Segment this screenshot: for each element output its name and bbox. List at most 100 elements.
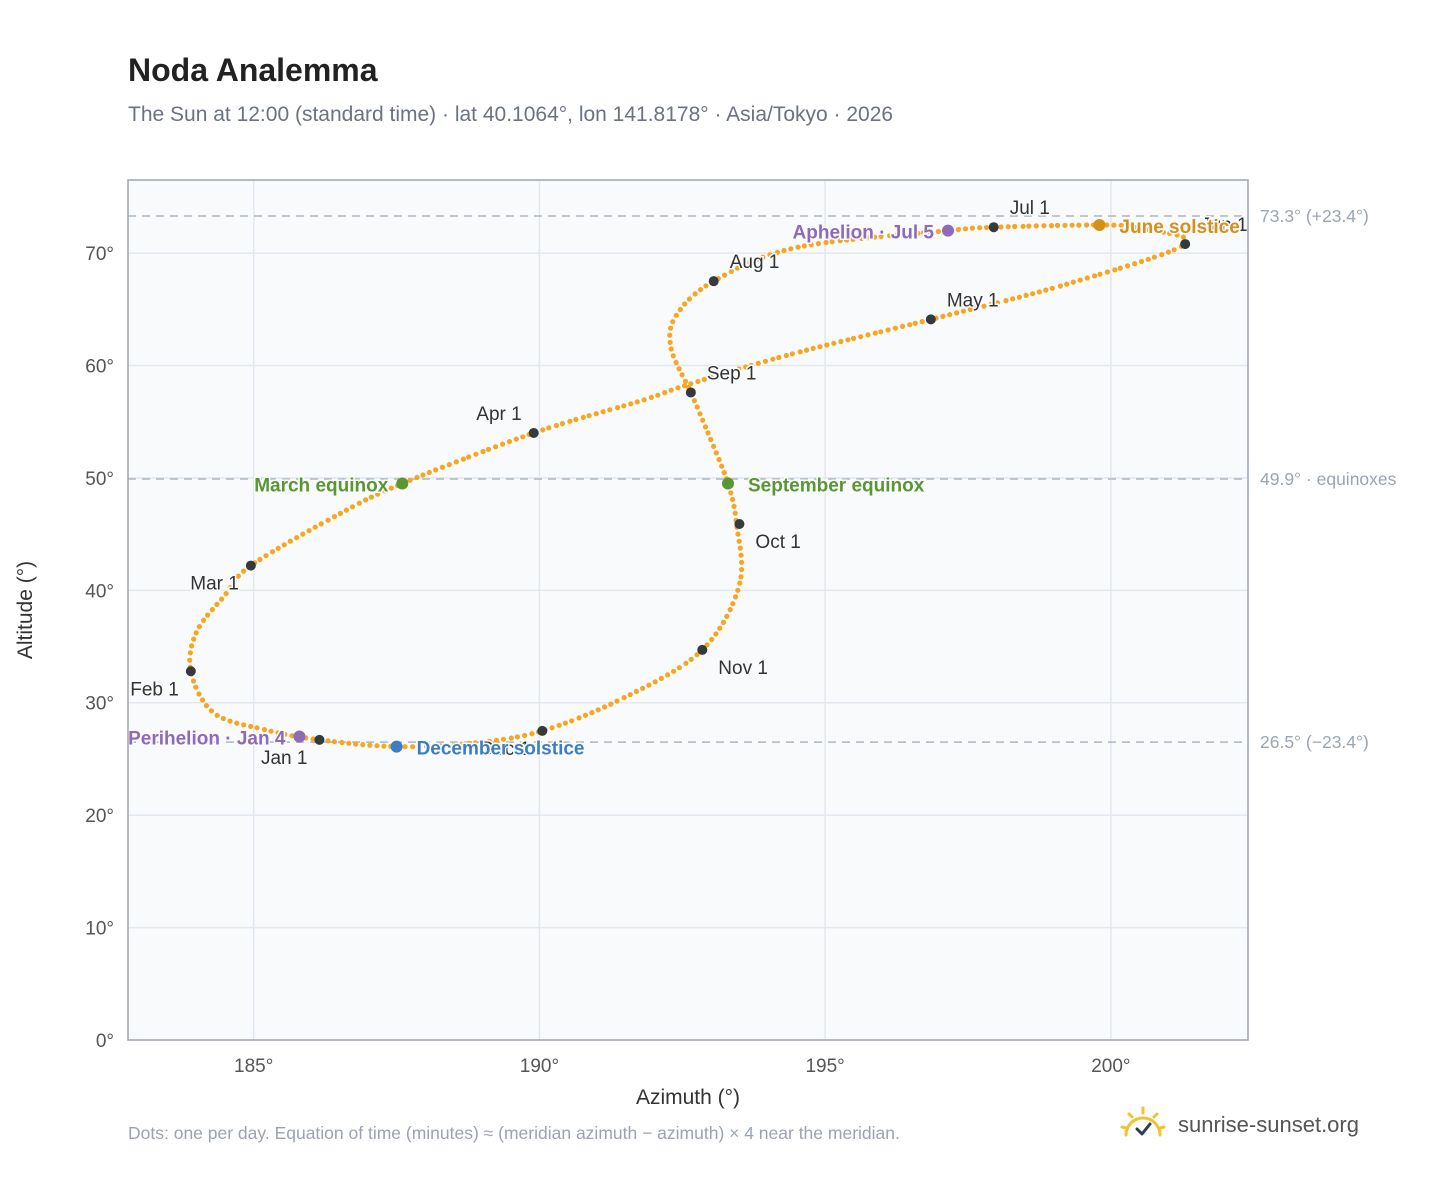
daily-sun-dot bbox=[743, 364, 749, 370]
event-label: Perihelion · Jan 4 bbox=[128, 728, 286, 749]
daily-sun-dot bbox=[1084, 275, 1090, 281]
daily-sun-dot bbox=[493, 444, 499, 450]
daily-sun-dot bbox=[576, 715, 582, 721]
daily-sun-dot bbox=[257, 556, 263, 563]
daily-sun-dot bbox=[562, 720, 569, 726]
daily-sun-dot bbox=[858, 334, 864, 340]
daily-sun-dot bbox=[688, 656, 694, 663]
daily-sun-dot bbox=[1125, 263, 1131, 269]
daily-sun-dot bbox=[1167, 230, 1173, 236]
daily-sun-dot bbox=[325, 738, 331, 744]
daily-sun-dot bbox=[1118, 222, 1124, 228]
daily-sun-dot bbox=[602, 704, 608, 710]
daily-sun-dot bbox=[887, 233, 893, 239]
daily-sun-dot bbox=[831, 340, 837, 346]
event-label: June solstice bbox=[1119, 217, 1239, 238]
y-tick-label: 30° bbox=[85, 694, 114, 715]
daily-sun-dot bbox=[865, 332, 871, 338]
daily-sun-dot bbox=[734, 265, 741, 271]
daily-sun-dot bbox=[662, 390, 668, 396]
daily-sun-dot bbox=[486, 738, 493, 744]
daily-sun-dot bbox=[829, 239, 835, 245]
daily-sun-dot bbox=[360, 742, 366, 748]
daily-sun-dot bbox=[735, 531, 741, 537]
daily-sun-dot bbox=[737, 580, 743, 586]
daily-sun-dot bbox=[289, 733, 295, 739]
daily-sun-dot bbox=[407, 477, 413, 483]
daily-sun-dot bbox=[676, 665, 683, 671]
daily-sun-dot bbox=[203, 703, 210, 709]
daily-sun-dot bbox=[343, 507, 349, 513]
daily-sun-dot bbox=[969, 225, 976, 231]
daily-sun-dot bbox=[500, 736, 506, 742]
daily-sun-dot bbox=[633, 688, 640, 695]
daily-sun-dot bbox=[804, 347, 810, 353]
month-marker bbox=[734, 519, 745, 529]
daily-sun-dot bbox=[774, 249, 781, 255]
daily-sun-dot bbox=[439, 464, 445, 470]
daily-sun-dot bbox=[907, 231, 913, 237]
daily-sun-dot bbox=[356, 500, 362, 506]
daily-sun-dot bbox=[731, 503, 737, 509]
daily-sun-dot bbox=[520, 434, 526, 440]
daily-sun-dot bbox=[1145, 256, 1151, 262]
daily-sun-dot bbox=[472, 740, 478, 746]
grid bbox=[128, 180, 1248, 1040]
daily-sun-dot bbox=[480, 448, 486, 455]
daily-sun-dot bbox=[738, 552, 744, 558]
daily-sun-dot bbox=[824, 342, 830, 348]
daily-sun-dot bbox=[715, 372, 721, 378]
brand-name: sunrise-sunset.org bbox=[1178, 1112, 1359, 1137]
daily-sun-dot bbox=[223, 591, 229, 597]
daily-sun-dot bbox=[466, 454, 472, 460]
daily-sun-dot bbox=[402, 744, 408, 750]
month-label: Sep 1 bbox=[707, 363, 757, 384]
daily-sun-dot bbox=[1125, 223, 1131, 229]
daily-sun-dot bbox=[770, 356, 776, 362]
daily-sun-dot bbox=[1097, 271, 1103, 277]
daily-sun-dot bbox=[546, 425, 552, 431]
daily-sun-dot bbox=[658, 675, 665, 682]
daily-sun-dot bbox=[1069, 222, 1075, 228]
month-marker bbox=[685, 387, 696, 398]
daily-sun-dot bbox=[753, 257, 759, 263]
reference-line-label: 73.3° (+23.4°) bbox=[1260, 206, 1369, 226]
daily-sun-dot bbox=[899, 232, 905, 238]
daily-sun-dot bbox=[736, 366, 742, 372]
month-marker bbox=[1180, 239, 1191, 250]
event-marker bbox=[942, 224, 954, 237]
y-tick-label: 0° bbox=[96, 1031, 114, 1052]
daily-sun-dot bbox=[514, 734, 521, 740]
daily-sun-dot bbox=[1043, 287, 1049, 293]
daily-sun-dot bbox=[823, 239, 829, 246]
daily-sun-dot bbox=[187, 657, 193, 663]
daily-sun-dot bbox=[732, 594, 739, 600]
reference-line-label: 26.5° (−23.4°) bbox=[1260, 732, 1369, 752]
month-marker bbox=[697, 644, 708, 655]
daily-sun-dot bbox=[801, 243, 807, 249]
daily-sun-dot bbox=[767, 252, 773, 258]
daily-sun-dot bbox=[1180, 234, 1186, 240]
daily-sun-dot bbox=[692, 291, 698, 297]
brand[interactable]: sunrise-sunset.org bbox=[1118, 1100, 1359, 1150]
daily-sun-dot bbox=[762, 358, 769, 364]
daily-sun-dot bbox=[621, 695, 627, 701]
daily-sun-dot bbox=[721, 370, 728, 376]
month-label: Apr 1 bbox=[476, 404, 521, 425]
daily-sun-dot bbox=[1041, 223, 1047, 229]
daily-sun-dot bbox=[567, 418, 573, 424]
daily-sun-dot bbox=[1036, 289, 1042, 295]
daily-sun-dot bbox=[695, 378, 701, 385]
daily-sun-dot bbox=[667, 339, 673, 345]
daily-sun-dot bbox=[614, 698, 620, 704]
daily-sun-dot bbox=[607, 407, 613, 413]
daily-sun-dot bbox=[331, 514, 338, 520]
daily-sun-dot bbox=[682, 378, 689, 384]
axes: 185° 190° 195° 200° 0° 10° 20° 30° 40° 50° 60° 70° bbox=[85, 244, 1130, 1077]
daily-sun-dot bbox=[673, 359, 679, 366]
daily-sun-dot bbox=[735, 587, 741, 593]
daily-sun-dot bbox=[1062, 222, 1068, 228]
plot-area bbox=[128, 180, 1248, 1040]
daily-sun-dot bbox=[721, 470, 727, 476]
daily-sun-dot bbox=[1171, 247, 1177, 253]
